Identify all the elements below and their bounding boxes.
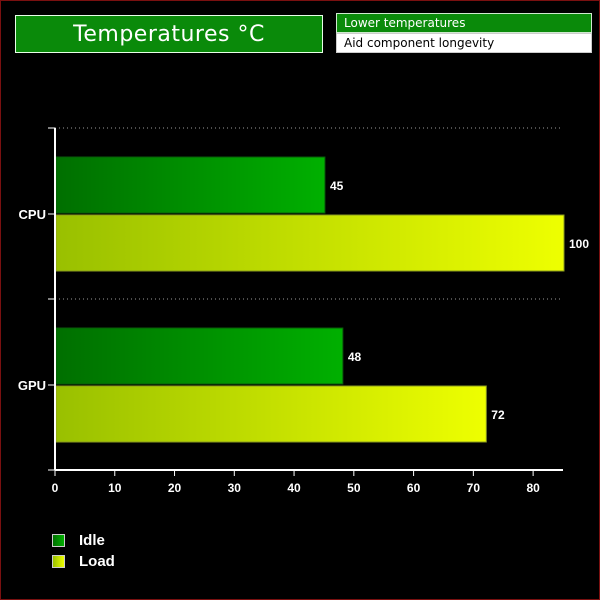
data-label-cpu-load: 100 xyxy=(569,237,589,251)
x-tick-label-50: 50 xyxy=(347,481,361,495)
bars xyxy=(55,156,565,443)
legend-item-idle: Idle xyxy=(52,532,105,549)
axes xyxy=(48,127,563,476)
data-label-gpu-load: 72 xyxy=(491,408,505,422)
grid-lines xyxy=(55,127,563,300)
legend-swatch-load xyxy=(52,555,65,568)
x-tick-label-60: 60 xyxy=(407,481,421,495)
x-tick-label-30: 30 xyxy=(228,481,242,495)
x-tick-label-20: 20 xyxy=(168,481,182,495)
legend-swatch-idle xyxy=(52,534,65,547)
legend-label-load: Load xyxy=(79,553,115,570)
note-component-longevity: Aid component longevity xyxy=(336,33,592,53)
x-tick-label-10: 10 xyxy=(108,481,122,495)
note-lower-temperatures: Lower temperatures xyxy=(336,13,592,33)
bar-gpu-idle xyxy=(55,327,344,385)
category-label-gpu: GPU xyxy=(18,378,46,393)
bar-cpu-load xyxy=(55,214,565,272)
category-label-cpu: CPU xyxy=(19,207,46,222)
bar-gpu-load xyxy=(55,385,487,443)
legend-label-idle: Idle xyxy=(79,532,105,549)
data-label-cpu-idle: 45 xyxy=(330,179,344,193)
bar-cpu-idle xyxy=(55,156,326,214)
chart-title: Temperatures °C xyxy=(15,15,323,53)
x-tick-label-0: 0 xyxy=(52,481,59,495)
data-label-gpu-idle: 48 xyxy=(348,350,362,364)
labels: 45 100 CPU 48 72 GPU 0 10 20 30 40 50 60 70 80 xyxy=(18,179,590,495)
x-tick-label-70: 70 xyxy=(467,481,481,495)
legend-item-load: Load xyxy=(52,553,115,570)
x-tick-label-40: 40 xyxy=(287,481,301,495)
x-tick-label-80: 80 xyxy=(526,481,540,495)
